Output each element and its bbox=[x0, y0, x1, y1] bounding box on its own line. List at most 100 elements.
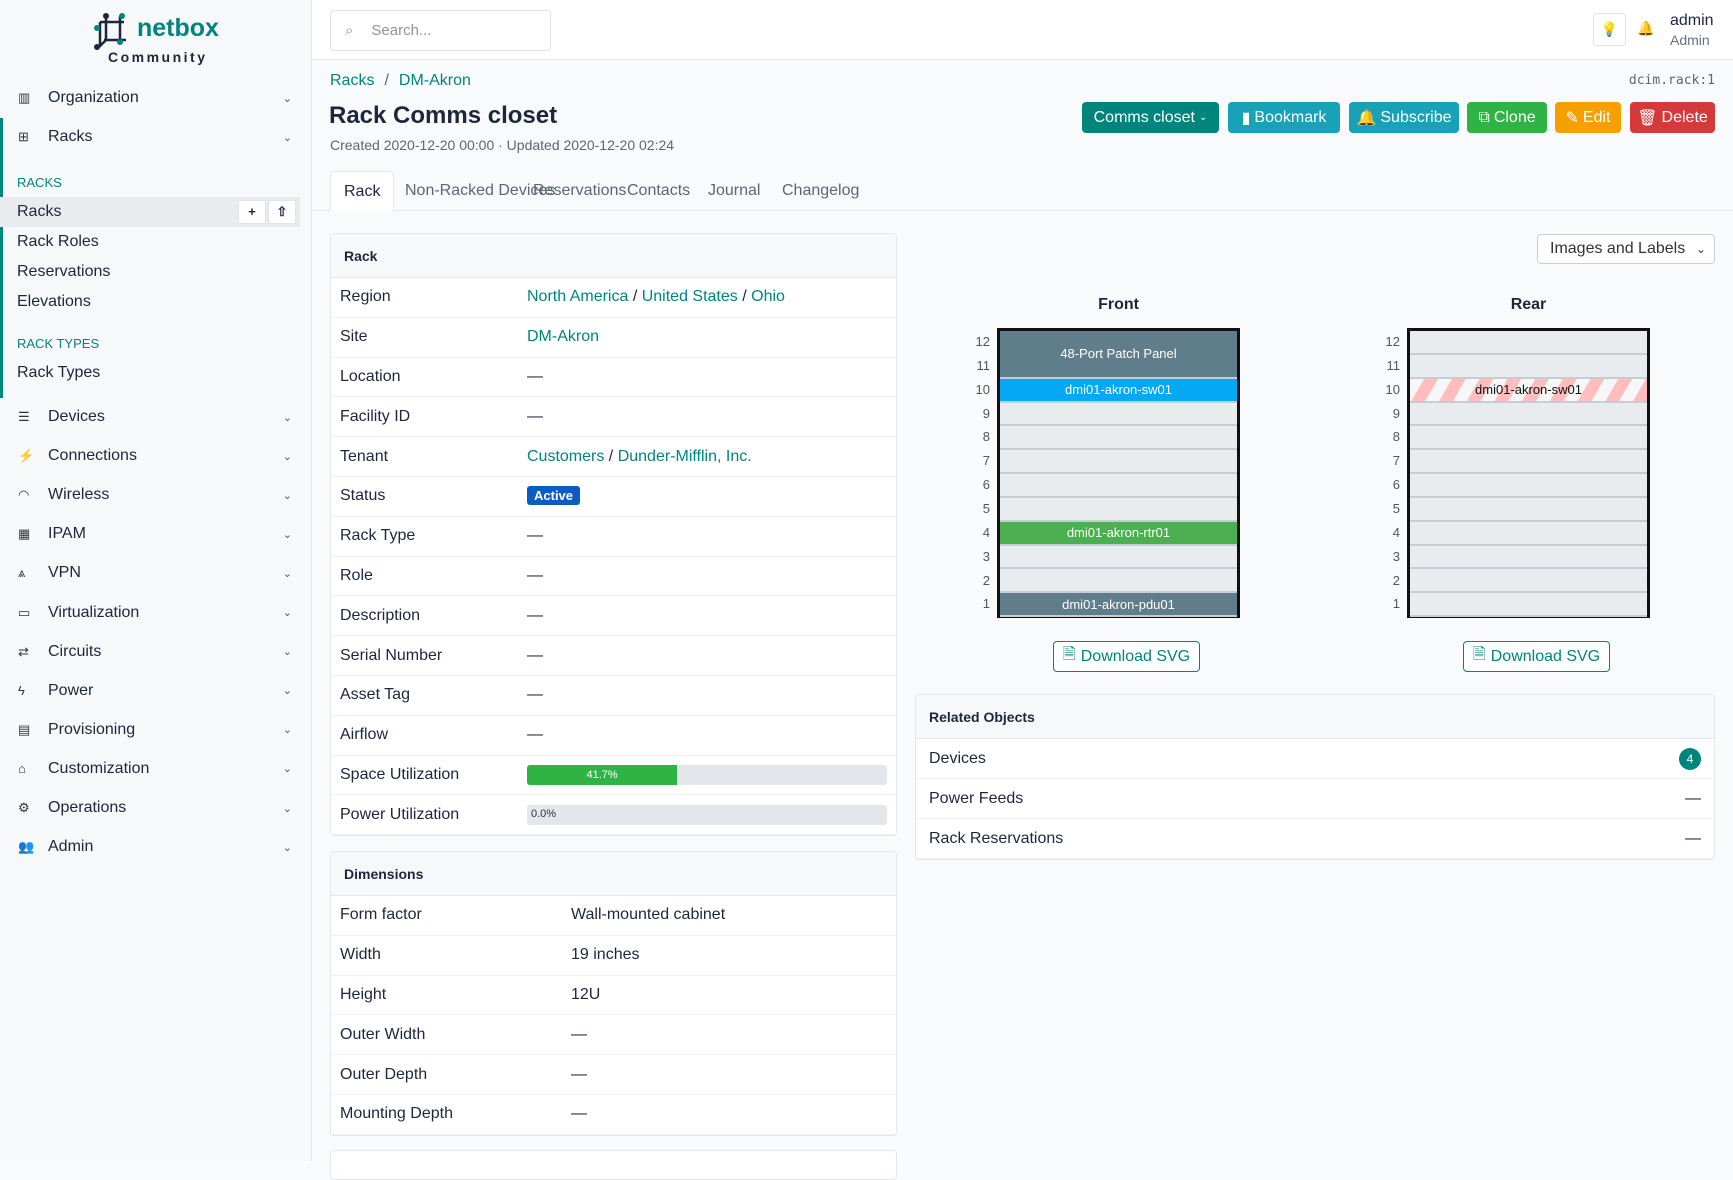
front-rack-frame: 48-Port Patch Panel dmi01-akron-sw01 dmi01… bbox=[997, 328, 1240, 618]
rack-unit-slot[interactable] bbox=[1000, 426, 1237, 451]
sidebar-item-racks[interactable]: ⊞ Racks ⌄ bbox=[0, 119, 312, 155]
front-device[interactable]: dmi01-akron-sw01 bbox=[1000, 378, 1237, 401]
tab-changelog[interactable]: Changelog bbox=[782, 182, 860, 199]
tab-reservations[interactable]: Reservations bbox=[533, 182, 627, 199]
region-link[interactable]: Ohio bbox=[751, 288, 785, 306]
region-link[interactable]: North America bbox=[527, 288, 629, 306]
dim-row-mounting-depth: Mounting Depth — bbox=[331, 1095, 896, 1135]
site-link[interactable]: DM-Akron bbox=[527, 328, 600, 346]
elevation-view-select[interactable]: Images and Labels ⌄ bbox=[1537, 234, 1715, 264]
notifications-bell-icon[interactable]: 🔔 bbox=[1637, 20, 1655, 36]
tab-rack[interactable]: Rack bbox=[330, 171, 395, 211]
rack-unit-slot[interactable] bbox=[1000, 498, 1237, 522]
tab-journal[interactable]: Journal bbox=[708, 182, 761, 199]
rack-unit-slot[interactable] bbox=[1000, 474, 1237, 498]
nav-label: Wireless bbox=[48, 486, 110, 504]
unit-number: 1 bbox=[1392, 596, 1400, 612]
next-card bbox=[330, 1150, 897, 1180]
sidebar-item-devices[interactable]: ☰ Devices ⌄ bbox=[0, 399, 312, 435]
theme-toggle-lightbulb-icon[interactable]: 💡 bbox=[1593, 13, 1626, 46]
file-download-icon: 🗎 bbox=[1472, 646, 1486, 663]
delete-button[interactable]: 🗑 Delete bbox=[1630, 102, 1715, 133]
rack-unit-slot[interactable] bbox=[1410, 593, 1647, 618]
rack-selector-dropdown[interactable]: Comms closet ⌄ bbox=[1082, 102, 1219, 133]
front-device[interactable]: dmi01-akron-rtr01 bbox=[1000, 521, 1237, 544]
rack-unit-slot[interactable] bbox=[1410, 331, 1647, 355]
sidebar-item-ipam[interactable]: ▦ IPAM ⌄ bbox=[0, 516, 312, 552]
dimensions-card: Dimensions Form factor Wall-mounted cabin… bbox=[330, 851, 897, 1136]
region-link[interactable]: United States bbox=[641, 288, 738, 306]
rack-unit-slot[interactable] bbox=[1000, 379, 1237, 403]
rack-unit-slot[interactable] bbox=[1000, 450, 1237, 475]
sidebar-item-vpn[interactable]: ⩓ VPN ⌄ bbox=[0, 555, 312, 591]
sidebar-item-operations[interactable]: ⚙ Operations ⌄ bbox=[0, 790, 312, 826]
attr-label: Role bbox=[340, 566, 373, 584]
rack-unit-slot[interactable] bbox=[1410, 570, 1647, 594]
front-device[interactable]: 48-Port Patch Panel bbox=[1000, 331, 1237, 377]
related-link[interactable]: Devices bbox=[929, 749, 986, 767]
rack-unit-slot[interactable] bbox=[1000, 593, 1237, 618]
utilization-fill: 41.7% bbox=[527, 764, 678, 785]
sidebar-item-wireless[interactable]: ◠ Wireless ⌄ bbox=[0, 477, 312, 513]
sidebar-link-rack-types[interactable]: Rack Types bbox=[17, 364, 101, 381]
rack-unit-slot[interactable] bbox=[1000, 355, 1237, 379]
rack-unit-slot[interactable] bbox=[1410, 426, 1647, 451]
clone-label: Clone bbox=[1493, 108, 1536, 126]
file-download-icon: 🗎 bbox=[1062, 646, 1076, 663]
sidebar-item-customization[interactable]: ⌂ Customization ⌄ bbox=[0, 751, 312, 787]
sidebar-item-circuits[interactable]: ⇄ Circuits ⌄ bbox=[0, 634, 312, 670]
related-link[interactable]: Power Feeds bbox=[929, 789, 1024, 807]
bookmark-button[interactable]: ▮ Bookmark bbox=[1228, 102, 1340, 133]
download-front-svg-button[interactable]: 🗎 Download SVG bbox=[1053, 641, 1200, 672]
sidebar-link-elevations[interactable]: Elevations bbox=[17, 293, 91, 310]
rack-unit-slot[interactable] bbox=[1000, 403, 1237, 427]
front-device[interactable]: dmi01-akron-pdu01 bbox=[1000, 593, 1237, 616]
rack-unit-slot[interactable] bbox=[1410, 403, 1647, 427]
chevron-down-icon: ⌄ bbox=[1695, 242, 1706, 256]
rack-unit-slot[interactable] bbox=[1410, 379, 1647, 403]
sidebar-item-admin[interactable]: 👥 Admin ⌄ bbox=[0, 829, 312, 865]
subscribe-button[interactable]: 🔔 Subscribe bbox=[1349, 102, 1459, 133]
download-rear-svg-button[interactable]: 🗎 Download SVG bbox=[1463, 641, 1610, 672]
sidebar-item-power[interactable]: ϟ Power ⌄ bbox=[0, 673, 312, 709]
sidebar-item-organization[interactable]: ▥ Organization ⌄ bbox=[0, 80, 312, 116]
tenant-link[interactable]: Customers bbox=[527, 447, 605, 465]
sidebar-link-rack-roles[interactable]: Rack Roles bbox=[17, 233, 99, 250]
edit-button[interactable]: ✎ Edit bbox=[1555, 102, 1621, 133]
attr-label: Space Utilization bbox=[340, 765, 460, 783]
related-devices[interactable]: Devices 4 bbox=[916, 739, 1714, 779]
rack-unit-slot[interactable] bbox=[1410, 450, 1647, 475]
related-link[interactable]: Rack Reservations bbox=[929, 829, 1064, 847]
rack-unit-slot[interactable] bbox=[1000, 546, 1237, 570]
breadcrumb-racks[interactable]: Racks bbox=[330, 72, 375, 89]
sidebar-item-provisioning[interactable]: ▤ Provisioning ⌄ bbox=[0, 712, 312, 748]
rack-unit-slot[interactable] bbox=[1410, 355, 1647, 379]
nav-label: Admin bbox=[48, 838, 94, 856]
tab-non-racked-devices[interactable]: Non-Racked Devices bbox=[405, 182, 556, 199]
nav-label: Racks bbox=[48, 128, 93, 145]
tenant-link[interactable]: Dunder-Mifflin, Inc. bbox=[617, 447, 752, 465]
breadcrumb-site[interactable]: DM-Akron bbox=[398, 72, 471, 89]
attr-row-role: Role — bbox=[331, 557, 896, 597]
sidebar-item-virtualization[interactable]: ▭ Virtualization ⌄ bbox=[0, 595, 312, 631]
sidebar-link-reservations[interactable]: Reservations bbox=[17, 263, 111, 280]
rack-unit-slot[interactable] bbox=[1410, 546, 1647, 570]
rack-unit-slot[interactable] bbox=[1410, 522, 1647, 546]
sidebar-item-connections[interactable]: ⚡ Connections ⌄ bbox=[0, 438, 312, 474]
import-racks-button[interactable]: ⇧ bbox=[268, 200, 296, 224]
front-label: Front bbox=[1098, 296, 1139, 313]
clone-button[interactable]: ⧉ Clone bbox=[1467, 102, 1547, 133]
rack-unit-slot[interactable] bbox=[1000, 522, 1237, 546]
rack-selector-label: Comms closet bbox=[1093, 108, 1195, 126]
sidebar-link-racks[interactable]: Racks + ⇧ bbox=[0, 197, 300, 227]
user-name[interactable]: admin bbox=[1670, 12, 1714, 29]
add-rack-button[interactable]: + bbox=[238, 200, 266, 224]
rack-unit-slot[interactable] bbox=[1000, 570, 1237, 594]
rear-device[interactable]: dmi01-akron-sw01 bbox=[1410, 378, 1647, 401]
related-power-feeds[interactable]: Power Feeds — bbox=[916, 779, 1714, 819]
tab-contacts[interactable]: Contacts bbox=[627, 182, 691, 199]
search-input[interactable]: ⌕ Search... bbox=[330, 10, 551, 51]
related-rack-reservations[interactable]: Rack Reservations — bbox=[916, 819, 1714, 859]
rack-unit-slot[interactable] bbox=[1410, 474, 1647, 498]
rack-unit-slot[interactable] bbox=[1410, 498, 1647, 522]
